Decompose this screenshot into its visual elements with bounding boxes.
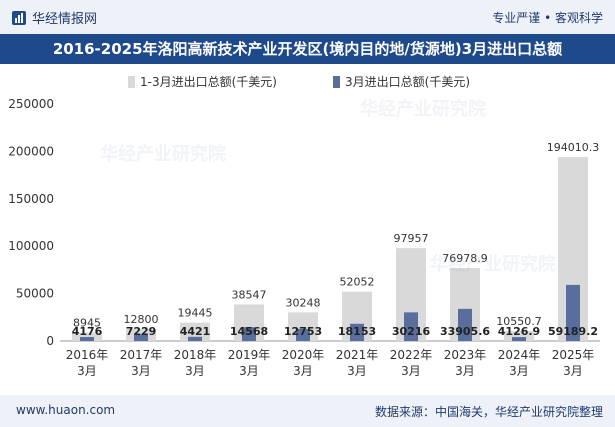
y-tick-label: 150000 — [8, 192, 54, 206]
x-tick-label: 3月 — [239, 364, 259, 378]
bar-cumulative — [180, 322, 210, 341]
y-tick-label: 200000 — [8, 144, 54, 158]
x-tick-label: 2025年 — [552, 348, 595, 362]
data-label-month: 33905.6 — [440, 325, 490, 338]
slogan: 专业严谨 • 客观科学 — [492, 11, 603, 25]
data-label-cumulative: 76978.9 — [442, 252, 488, 265]
data-source: 数据来源：中国海关，华经产业研究院整理 — [374, 405, 603, 419]
x-tick-label: 2022年 — [390, 348, 433, 362]
x-tick-label: 2021年 — [336, 348, 379, 362]
bar-month — [512, 337, 526, 341]
data-label-month: 12753 — [284, 325, 322, 338]
bar-month — [458, 308, 472, 341]
data-label-month: 4126.9 — [498, 325, 540, 338]
chart-title: 2016-2025年洛阳高新技术产业开发区(境内目的地/货源地)3月进出口总额 — [0, 34, 615, 64]
x-tick-label: 3月 — [563, 364, 583, 378]
x-tick-label: 3月 — [293, 364, 313, 378]
x-tick-label: 3月 — [509, 364, 529, 378]
bar-cumulative — [72, 332, 102, 341]
y-tick-label: 100000 — [8, 239, 54, 253]
data-label-month: 4176 — [72, 325, 103, 338]
legend-label-1: 1-3月进出口总额(千美元) — [140, 75, 277, 89]
bar-month — [134, 334, 148, 341]
x-tick-label: 3月 — [347, 364, 367, 378]
site-url[interactable]: www.huaon.com — [16, 403, 116, 417]
brand-logo-icon — [12, 10, 26, 25]
legend-swatch-2 — [333, 76, 340, 88]
y-tick-label: 250000 — [8, 97, 54, 111]
data-label-month: 14568 — [230, 325, 268, 338]
x-tick-label: 3月 — [401, 364, 421, 378]
x-tick-label: 3月 — [77, 364, 97, 378]
top-bar: 华经情报网 专业严谨 • 客观科学 — [0, 0, 615, 34]
bar-cumulative — [504, 330, 534, 341]
data-label-month: 4421 — [180, 325, 211, 338]
footer-bar: www.huaon.com 数据来源：中国海关，华经产业研究院整理 — [0, 395, 615, 427]
data-label-cumulative: 12800 — [124, 313, 159, 326]
x-tick-label: 3月 — [455, 364, 475, 378]
x-tick-label: 2024年 — [498, 348, 541, 362]
x-tick-label: 3月 — [131, 364, 151, 378]
x-tick-label: 2023年 — [444, 348, 487, 362]
x-tick-label: 2019年 — [228, 348, 271, 362]
y-tick-label: 0 — [46, 334, 54, 348]
x-tick-label: 3月 — [185, 364, 205, 378]
x-tick-label: 2020年 — [282, 348, 325, 362]
data-label-cumulative: 194010.3 — [547, 141, 600, 154]
bar-month — [350, 323, 364, 341]
bar-month — [296, 328, 310, 341]
data-label-month: 30216 — [392, 325, 431, 338]
data-label-cumulative: 97957 — [394, 232, 429, 245]
brand-name: 华经情报网 — [32, 12, 98, 27]
data-label-cumulative: 38547 — [232, 288, 267, 301]
legend-swatch-1 — [128, 76, 135, 88]
data-label-cumulative: 8945 — [73, 317, 101, 330]
y-tick-label: 50000 — [16, 287, 54, 301]
data-label-cumulative: 10550.7 — [496, 315, 542, 328]
data-label-month: 18153 — [338, 325, 376, 338]
bar-month — [80, 337, 94, 341]
bar-chart: 1-3月进出口总额(千美元) 3月进出口总额(千美元) 0 50000 100000 15… — [8, 75, 600, 378]
x-tick-label: 2016年 — [66, 348, 109, 362]
data-label-month: 7229 — [126, 325, 157, 338]
data-label-cumulative: 19445 — [178, 307, 213, 320]
bar-month — [188, 336, 202, 341]
bar-month — [404, 312, 418, 341]
data-label-cumulative: 30248 — [286, 296, 321, 309]
x-tick-label: 2017年 — [120, 348, 163, 362]
data-label-month: 59189.2 — [548, 325, 598, 338]
data-label-cumulative: 52052 — [340, 276, 375, 289]
bar-month — [242, 327, 256, 341]
bar-month — [566, 284, 580, 341]
x-tick-label: 2018年 — [174, 348, 217, 362]
legend-label-2: 3月进出口总额(千美元) — [345, 75, 470, 89]
brand: 华经情报网 — [12, 8, 97, 27]
